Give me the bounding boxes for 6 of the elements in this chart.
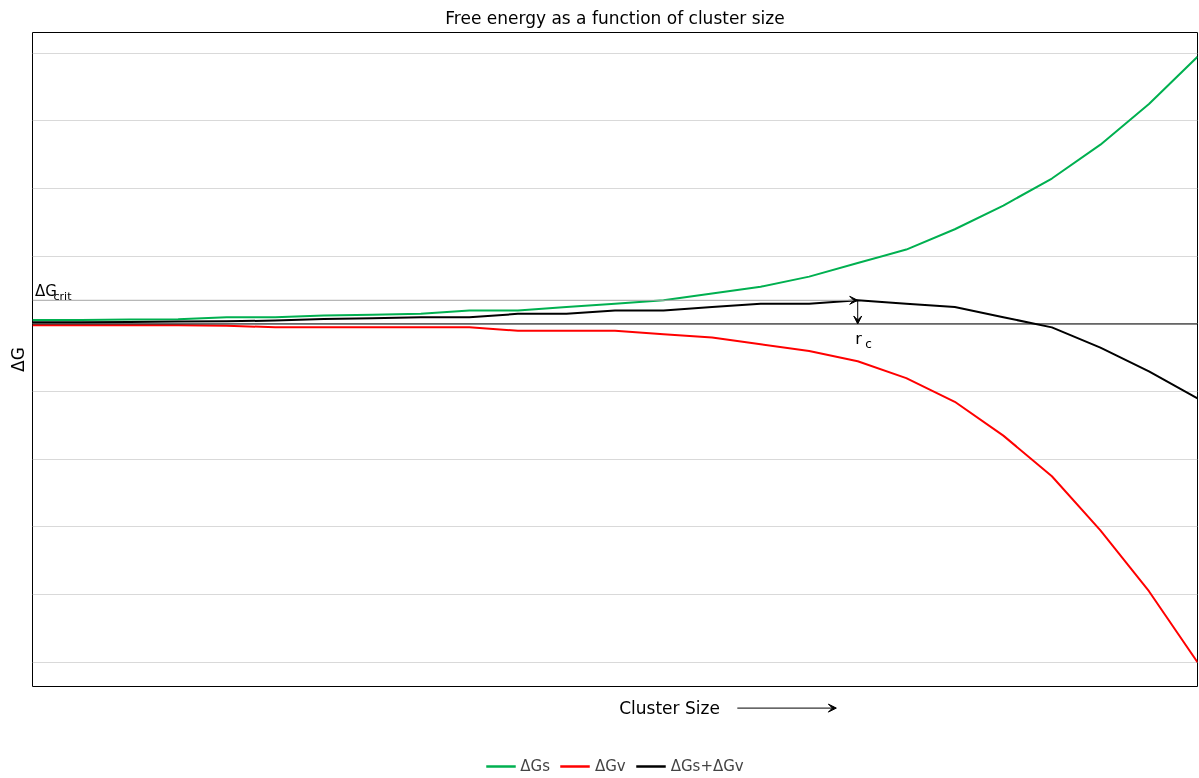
legend-label: ΔGs <box>520 757 550 775</box>
legend-label: ΔGv <box>594 757 626 775</box>
legend-label: ΔGs+ΔGv <box>670 757 744 775</box>
x-axis-title: Cluster Size <box>619 698 720 719</box>
y-axis-title: ΔG <box>7 347 28 372</box>
chart-title: Free energy as a function of cluster size <box>445 7 785 28</box>
